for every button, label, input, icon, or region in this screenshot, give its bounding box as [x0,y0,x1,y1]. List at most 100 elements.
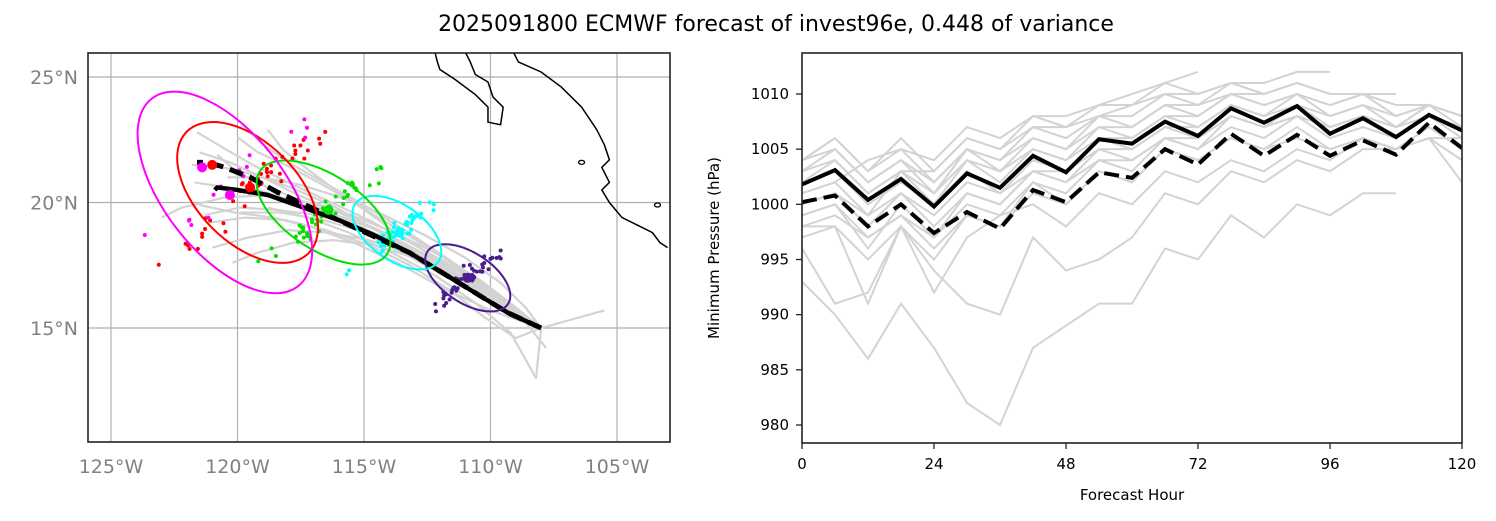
map-x-tick-labels: 125°W 120°W 115°W 110°W 105°W [79,456,650,478]
mean-position-marker [197,162,208,173]
forecast-point-day4 [200,231,205,236]
ensemble-member-line [802,137,1462,250]
ensemble-member-line [802,192,1396,427]
map-y-tick-labels: 25°N 20°N 15°N [30,67,78,340]
forecast-point-day4 [223,229,228,234]
forecast-point-day3 [269,246,274,251]
forecast-point-day2 [427,200,432,205]
forecast-point-day5 [189,222,194,227]
forecast-point-day4 [277,171,282,176]
forecast-point-day1 [467,262,472,267]
forecast-point-day2 [431,202,436,207]
y-tick-label: 1010 [751,85,789,103]
forecast-point-day4 [264,166,269,171]
ellipse-day5 [136,90,314,295]
forecast-point-day3 [319,219,324,224]
forecast-point-day3 [333,211,338,216]
forecast-point-day1 [451,285,456,290]
forecast-point-day3 [305,231,310,236]
forecast-point-day4 [259,171,264,176]
forecast-point-day3 [367,183,372,188]
forecast-point-day1 [497,255,502,260]
forecast-point-day2 [380,248,385,253]
forecast-point-day5 [187,217,192,222]
mean-position-marker [394,227,405,238]
ensemble-member-line [802,70,1199,195]
y-axis-label: Minimum Pressure (hPa) [705,157,723,339]
forecast-point-day2 [390,230,395,235]
forecast-point-day2 [431,208,436,213]
y-tick-label: 980 [760,416,789,434]
forecast-point-day2 [392,234,397,239]
forecast-point-day3 [341,196,346,201]
x-tick-label: 0 [797,455,807,473]
forecast-point-day2 [407,231,412,236]
forecast-point-day1 [433,309,438,314]
forecast-point-day1 [461,263,466,268]
forecast-point-day2 [347,268,352,273]
forecast-point-day5 [244,164,249,169]
forecast-point-day4 [302,156,307,161]
forecast-point-day3 [342,189,347,194]
ensemble-member-line [802,137,1462,307]
forecast-point-day4 [242,204,247,209]
forecast-point-day4 [200,234,205,239]
coastline-segment [434,53,504,126]
forecast-point-day1 [490,255,495,260]
forecast-point-day4 [203,227,208,232]
coastline-segment [512,53,669,249]
y-tick-label: 985 [760,361,789,379]
map-x-tick-label: 115°W [332,456,397,478]
mean-position-markers [197,159,473,283]
figure-title: 2025091800 ECMWF forecast of invest96e, … [438,12,1114,37]
y-tick-label: 1005 [751,140,789,158]
forecast-point-day1 [442,293,447,298]
map-y-tick-label: 20°N [30,193,78,215]
ensemble-track [266,129,542,329]
forecast-point-day3 [256,259,261,264]
forecast-point-day4 [269,163,274,168]
x-tick-label: 96 [1320,455,1339,473]
forecast-point-day3 [301,225,306,230]
ensemble-member-line [802,114,1462,239]
forecast-point-day4 [221,221,226,226]
island [653,202,662,208]
series-deterministic [802,120,1462,236]
y-tick-label: 990 [760,306,789,324]
pressure-y-ticks: 980 985 990 995 1000 1005 1010 [751,85,802,434]
forecast-point-day1 [455,286,460,291]
pressure-series [802,103,1462,236]
forecast-point-day3 [301,229,306,234]
forecast-point-day1 [469,266,474,271]
mean-position-marker [462,272,473,283]
forecast-point-day4 [298,143,303,148]
forecast-point-day5 [289,129,294,134]
forecast-point-day3 [374,167,379,172]
forecast-point-day1 [447,297,452,302]
map-x-tick-label: 125°W [79,456,144,478]
forecast-point-day5 [302,117,307,122]
forecast-point-day4 [293,151,298,156]
forecast-point-day4 [323,129,328,134]
ensemble-member-line [802,81,1363,217]
forecast-point-day2 [344,272,349,277]
forecast-point-day1 [433,301,438,306]
forecast-point-day5 [304,125,309,130]
ensemble-pressure-lines [802,70,1462,427]
forecast-point-day3 [333,194,338,199]
y-tick-label: 1000 [751,195,789,213]
ellipse-day2 [351,194,443,271]
mean-position-marker [207,159,218,170]
track-map-panel: 125°W 120°W 115°W 110°W 105°W 25°N 20°N 15°N [30,52,671,478]
forecast-point-day4 [279,179,284,184]
forecast-point-day4 [290,156,295,161]
forecast-point-day3 [297,230,302,235]
forecast-point-day4 [317,136,322,141]
forecast-point-day2 [392,225,397,230]
forecast-point-day2 [381,233,386,238]
forecast-point-day2 [392,221,397,226]
ellipse-day3 [255,159,392,266]
ensemble-track [236,136,542,329]
forecast-point-day4 [239,182,244,187]
coastline [434,53,669,249]
